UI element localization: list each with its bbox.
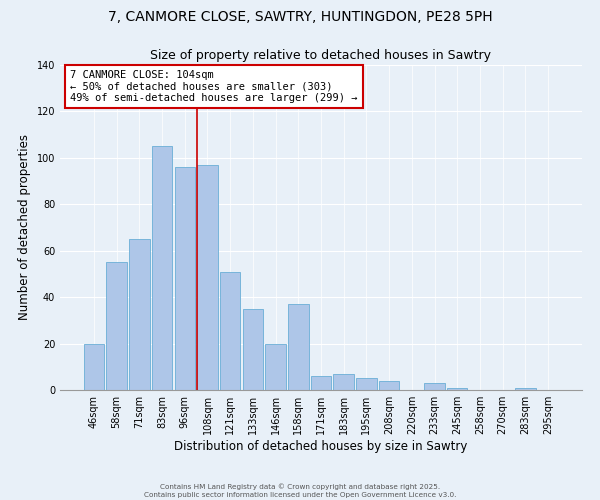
Title: Size of property relative to detached houses in Sawtry: Size of property relative to detached ho… xyxy=(151,50,491,62)
Bar xyxy=(152,146,172,390)
Bar xyxy=(242,309,263,390)
Bar xyxy=(515,388,536,390)
Bar xyxy=(356,378,377,390)
Bar xyxy=(129,239,149,390)
Bar xyxy=(175,167,195,390)
Text: 7 CANMORE CLOSE: 104sqm
← 50% of detached houses are smaller (303)
49% of semi-d: 7 CANMORE CLOSE: 104sqm ← 50% of detache… xyxy=(70,70,358,103)
Bar xyxy=(106,262,127,390)
Text: Contains HM Land Registry data © Crown copyright and database right 2025.
Contai: Contains HM Land Registry data © Crown c… xyxy=(144,484,456,498)
X-axis label: Distribution of detached houses by size in Sawtry: Distribution of detached houses by size … xyxy=(175,440,467,453)
Bar xyxy=(311,376,331,390)
Bar xyxy=(265,344,286,390)
Bar xyxy=(334,374,354,390)
Bar xyxy=(447,388,467,390)
Bar xyxy=(379,380,400,390)
Y-axis label: Number of detached properties: Number of detached properties xyxy=(18,134,31,320)
Bar xyxy=(84,344,104,390)
Bar xyxy=(288,304,308,390)
Text: 7, CANMORE CLOSE, SAWTRY, HUNTINGDON, PE28 5PH: 7, CANMORE CLOSE, SAWTRY, HUNTINGDON, PE… xyxy=(107,10,493,24)
Bar xyxy=(197,165,218,390)
Bar xyxy=(220,272,241,390)
Bar xyxy=(424,383,445,390)
